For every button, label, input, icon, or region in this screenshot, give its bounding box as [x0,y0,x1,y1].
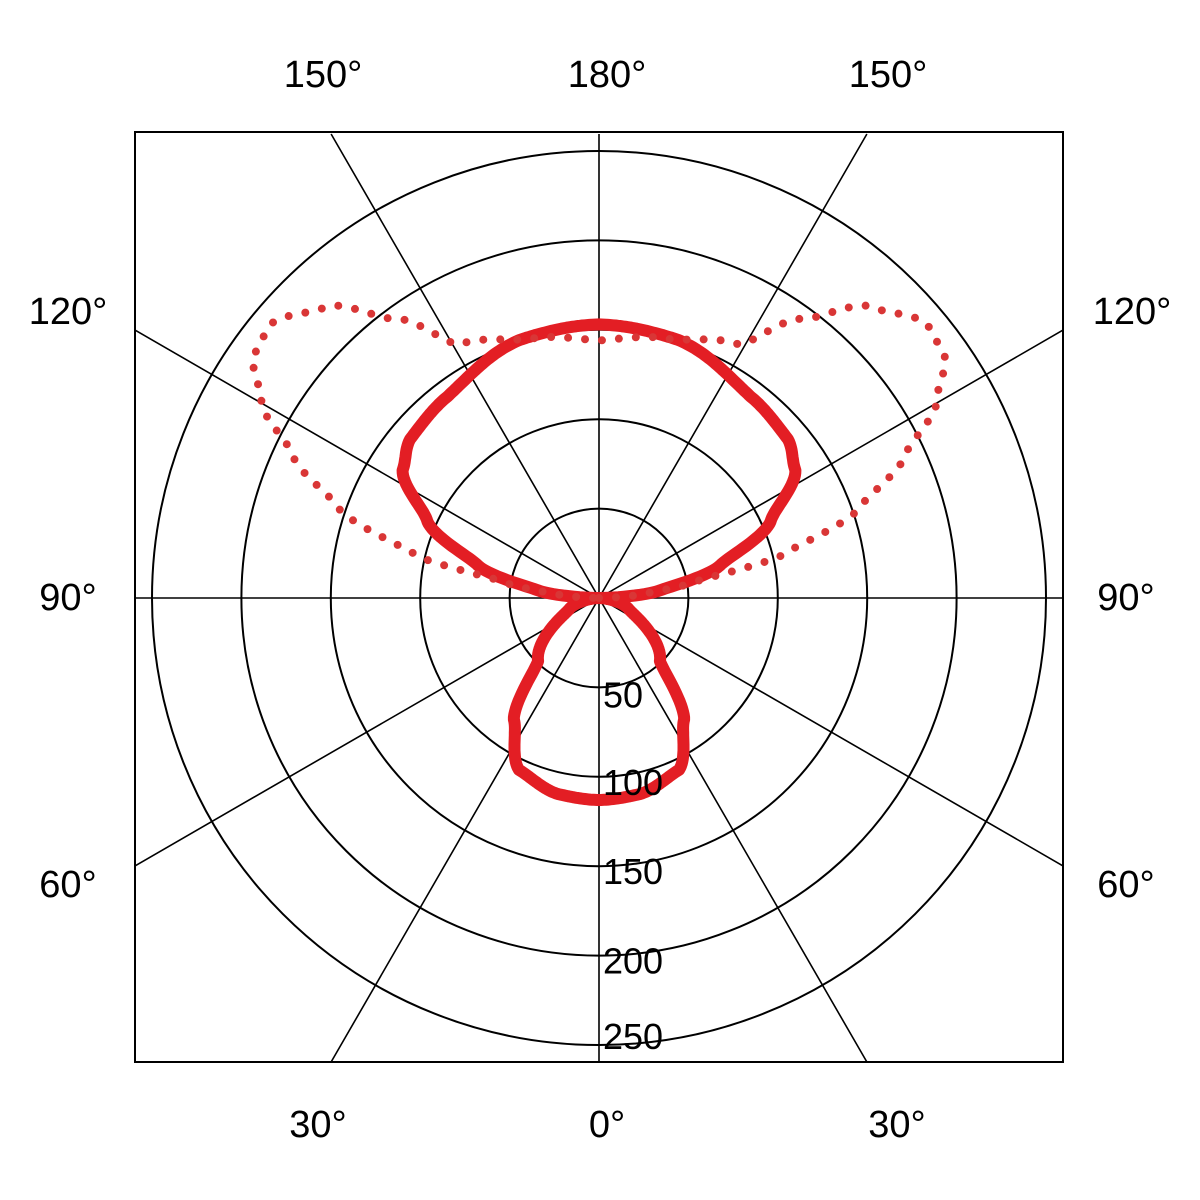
angle-label: 60° [39,864,96,906]
angle-label: 90° [1097,577,1154,619]
angle-labels: 180° 150° 150° 120° 120° 90° 90° 60° 60° 30° 30° 0° [29,54,1172,1146]
radial-tick-label: 100 [603,762,663,803]
angle-label: 150° [284,54,363,96]
radial-tick-label: 50 [603,674,643,715]
series-solid-curve [396,318,802,806]
series-dotted-curve [248,301,950,602]
radial-tick-label: 250 [603,1016,663,1057]
radial-tick-labels: 50 100 150 200 250 [603,674,663,1057]
curves [248,301,950,806]
radial-tick-label: 200 [603,941,663,982]
angle-label: 120° [29,291,108,333]
angle-label: 150° [849,54,928,96]
angle-label: 120° [1093,291,1172,333]
angle-label: 180° [568,54,647,96]
angle-label: 30° [868,1104,925,1146]
angle-label: 30° [289,1104,346,1146]
angle-label: 60° [1097,864,1154,906]
angle-label: 90° [39,577,96,619]
radial-tick-label: 150 [603,851,663,892]
angle-label: 0° [589,1104,625,1146]
